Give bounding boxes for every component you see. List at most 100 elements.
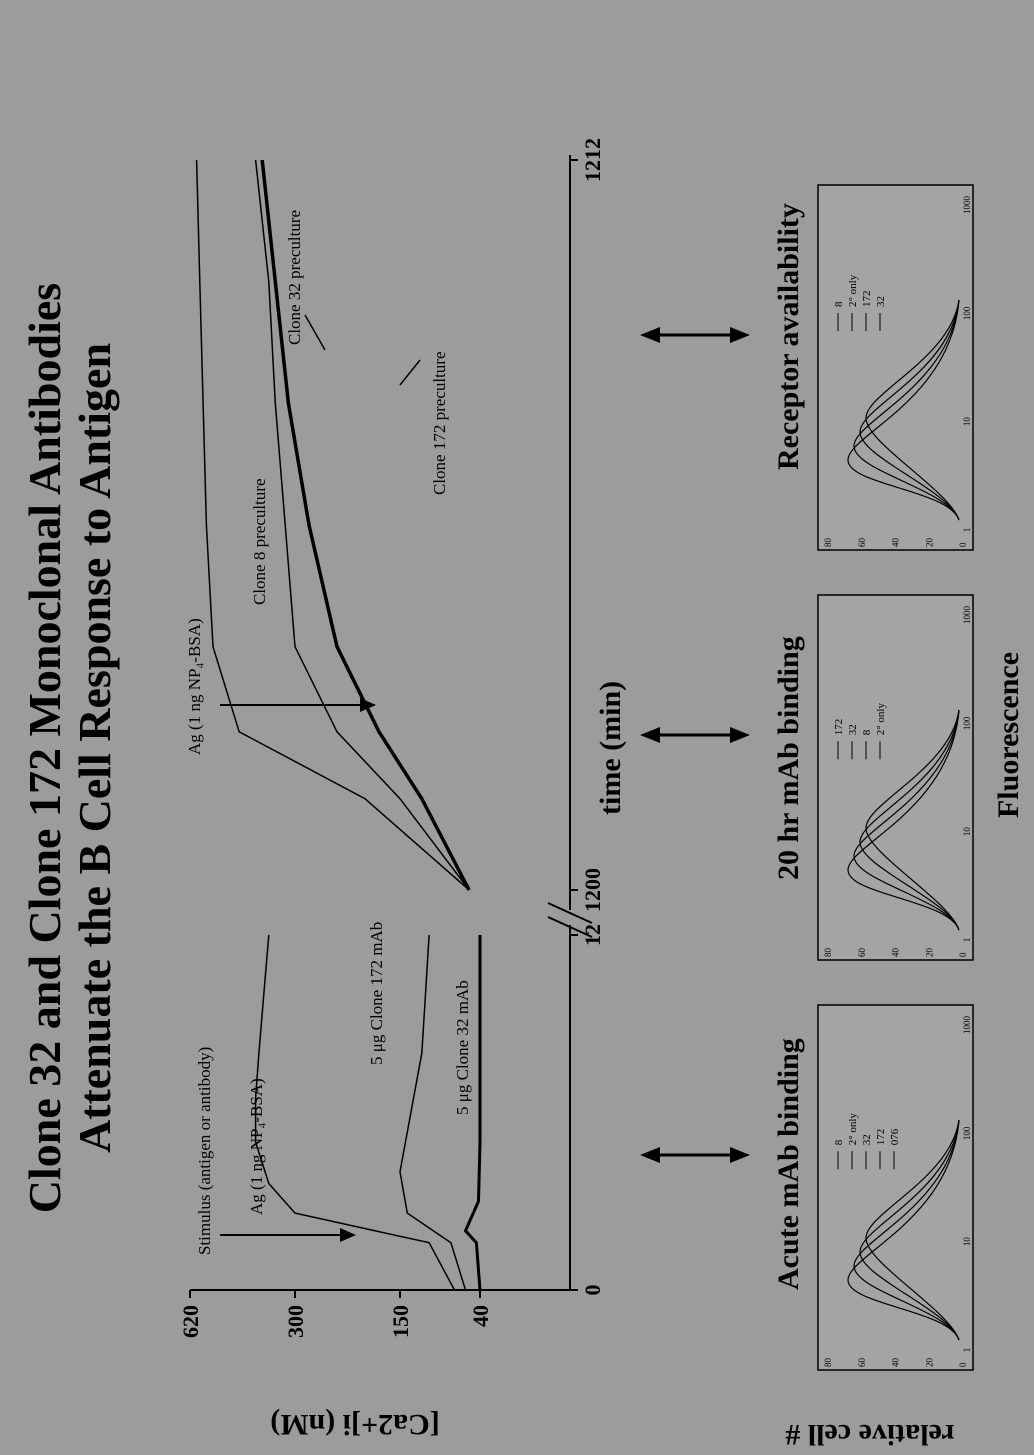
link-arrow-left-head-top (640, 1147, 660, 1163)
histogram-legend-entry: 8 (861, 729, 873, 735)
histogram-x-tick-label: 10 (962, 417, 972, 427)
annotation-clone8-preculture: Clone 8 preculture (250, 478, 269, 605)
histogram-x-axis-label: Fluorescence (992, 652, 1025, 818)
histogram-y-tick-label: 60 (857, 1358, 867, 1368)
histogram-y-tick-label: 0 (958, 542, 968, 547)
calcium-chart: [Ca2+]i (nM) 620 300 150 40 0 12 1200 1212 tim… (178, 138, 627, 1441)
histogram-y-tick-label: 20 (924, 948, 934, 958)
series-ag-left (254, 934, 456, 1291)
link-arrow-right-head-bottom (730, 327, 750, 343)
histogram-x-tick-label: 100 (962, 716, 972, 730)
histogram-curve (847, 299, 960, 521)
histogram-x-tick-label: 100 (962, 1126, 972, 1140)
pointer-clone172 (399, 359, 421, 386)
panel-label-receptor: Receptor availability (772, 203, 805, 470)
histogram-x-tick-label: 1 (962, 1348, 972, 1353)
calcium-y-tick-label: 150 (388, 1305, 413, 1338)
calcium-x-tick-label: 1200 (580, 868, 605, 912)
histogram-y-tick-label: 40 (891, 538, 901, 548)
histogram-legend-entry: 2° only (875, 703, 887, 736)
calcium-x-ticks: 0 12 1200 1212 (570, 138, 605, 1296)
histogram-curve (859, 1119, 960, 1341)
histogram-y-tick-label: 0 (958, 1362, 968, 1367)
histogram-legend-entry: 8 (833, 301, 845, 307)
series-clone172-mab (399, 934, 467, 1291)
calcium-x-axis-label: time (min) (594, 681, 627, 815)
calcium-x-tick-label: 1212 (580, 138, 605, 182)
histogram-y-tick-label: 60 (857, 948, 867, 958)
histogram-y-tick-label: 80 (823, 948, 833, 958)
histogram-curve (847, 1119, 960, 1341)
histogram-legend-entry: 8 (833, 1139, 845, 1145)
annotation-clone172-preculture: Clone 172 preculture (430, 351, 449, 495)
calcium-series (195, 159, 482, 1291)
histogram-frame (817, 1004, 974, 1371)
histogram-curve (853, 299, 960, 521)
histogram-legend-entry: 172 (875, 1129, 887, 1146)
histogram-curve (847, 709, 960, 931)
series-clone32-mab (463, 935, 482, 1291)
figure-title-line1: Clone 32 and Clone 172 Monoclonal Antibo… (19, 283, 70, 1213)
histogram-x-tick-label: 1000 (962, 606, 972, 625)
histogram-curve (859, 709, 960, 931)
stimulus-arrowhead-right (360, 698, 376, 712)
histogram-x-tick-label: 1 (962, 938, 972, 943)
histogram-y-tick-label: 20 (924, 1358, 934, 1368)
calcium-y-tick-label: 300 (283, 1305, 308, 1338)
calcium-y-ticks: 620 300 150 40 (178, 1290, 493, 1338)
series-clone32-preculture (260, 159, 471, 891)
histogram-x-tick-label: 1 (962, 528, 972, 533)
histogram-y-tick-label: 0 (958, 952, 968, 957)
link-arrow-middle-head-top (640, 727, 660, 743)
calcium-y-axis-label: [Ca2+]i (nM) (270, 1408, 440, 1441)
link-arrows (640, 327, 750, 1163)
histogram-legend-entry: 2° only (847, 274, 859, 307)
annotation-ag-left: Ag (1 ng NP₄-BSA) (247, 1078, 266, 1215)
histogram-y-tick-label: 20 (924, 538, 934, 548)
calcium-y-tick-label: 620 (178, 1305, 203, 1338)
series-clone8-preculture (195, 159, 470, 891)
histogram-20hr: 80 60 40 20 0 1 10 100 1000 172 32 8 2° only (817, 594, 974, 961)
figure-title-line2: Attenuate the B Cell Response to Antigen (69, 343, 120, 1153)
histogram-legend-entry: 32 (861, 1134, 873, 1145)
rotated-page: Clone 32 and Clone 172 Monoclonal Antibo… (19, 138, 1025, 1451)
histogram-y-tick-label: 80 (823, 538, 833, 548)
histogram-legend-entry: 32 (847, 724, 859, 735)
annotation-stimulus: Stimulus (antigen or antibody) (195, 1047, 214, 1255)
series-clone172-preculture (254, 159, 470, 891)
histogram-y-axis-label: relative cell # (785, 1418, 954, 1451)
histogram-curve (853, 1119, 960, 1341)
histogram-y-tick-label: 60 (857, 538, 867, 548)
link-arrow-left-head-bottom (730, 1147, 750, 1163)
histogram-y-tick-label: 80 (823, 1358, 833, 1368)
annotation-ag-right: Ag (1 ng NP₄-BSA) (185, 618, 204, 755)
histogram-x-tick-label: 100 (962, 306, 972, 320)
axis-break-mark-2 (547, 902, 593, 924)
histogram-curve (865, 299, 960, 521)
histogram-curve (853, 709, 960, 931)
histogram-x-tick-label: 1000 (962, 196, 972, 215)
calcium-x-tick-label: 12 (580, 924, 605, 946)
calcium-x-tick-label: 0 (580, 1285, 605, 1296)
histogram-legend-entry: 172 (833, 719, 845, 736)
axis-break-mark-1 (547, 916, 593, 938)
link-arrow-middle-head-bottom (730, 727, 750, 743)
histogram-y-tick-label: 40 (891, 948, 901, 958)
histogram-x-tick-label: 10 (962, 827, 972, 837)
histogram-curve (865, 709, 960, 931)
histogram-legend-entry: 076 (889, 1128, 901, 1145)
stimulus-arrowhead-left (340, 1228, 356, 1242)
histogram-frame (817, 594, 974, 961)
histogram-frame (817, 184, 974, 551)
histogram-legend-entry: 172 (861, 291, 873, 308)
histogram-curve (859, 299, 960, 521)
histogram-x-tick-label: 10 (962, 1237, 972, 1247)
histogram-y-tick-label: 40 (891, 1358, 901, 1368)
panel-label-20hr: 20 hr mAb binding (772, 636, 805, 880)
histogram-panels: Acute mAb binding 20 hr mAb binding Rece… (772, 184, 1025, 1451)
histogram-legend-entry: 32 (875, 296, 887, 307)
annotation-clone32-preculture: Clone 32 preculture (285, 210, 304, 345)
histogram-curve (865, 1119, 960, 1341)
histogram-receptor: 80 60 40 20 0 1 10 100 1000 8 2° only 172 32 (817, 184, 974, 551)
